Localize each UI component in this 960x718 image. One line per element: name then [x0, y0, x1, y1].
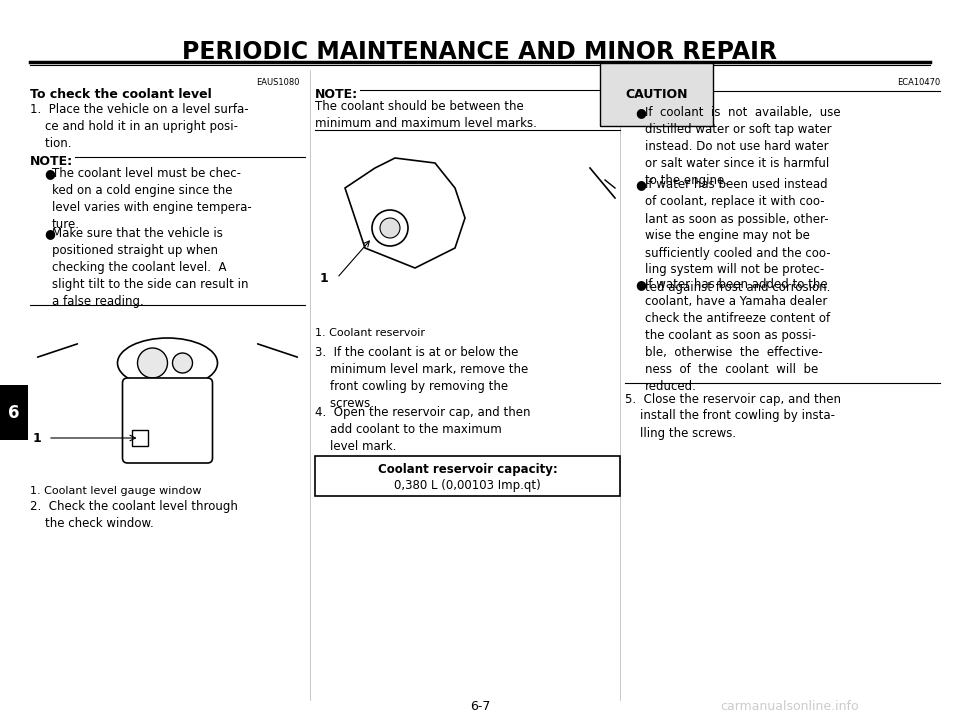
Text: 5.  Close the reservoir cap, and then
    install the front cowling by insta-
  : 5. Close the reservoir cap, and then ins…	[625, 393, 841, 439]
Text: 4.  Open the reservoir cap, and then
    add coolant to the maximum
    level ma: 4. Open the reservoir cap, and then add …	[315, 406, 531, 453]
Text: CAUTION: CAUTION	[625, 88, 687, 101]
Text: 1. Coolant level gauge window: 1. Coolant level gauge window	[30, 486, 202, 496]
Text: ●: ●	[635, 278, 646, 291]
Text: 1: 1	[320, 271, 328, 284]
Text: ●: ●	[44, 167, 55, 180]
Circle shape	[372, 210, 408, 246]
Circle shape	[380, 218, 400, 238]
FancyBboxPatch shape	[123, 378, 212, 463]
Text: 2.  Check the coolant level through
    the check window.: 2. Check the coolant level through the c…	[30, 500, 238, 530]
Text: 1. Coolant reservoir: 1. Coolant reservoir	[315, 328, 425, 338]
Text: ECA10470: ECA10470	[897, 78, 940, 87]
Text: 3.  If the coolant is at or below the
    minimum level mark, remove the
    fro: 3. If the coolant is at or below the min…	[315, 346, 528, 410]
Text: If water has been used instead
of coolant, replace it with coo-
lant as soon as : If water has been used instead of coolan…	[645, 179, 830, 294]
Text: 1: 1	[33, 432, 41, 444]
Text: ●: ●	[635, 106, 646, 119]
Text: To check the coolant level: To check the coolant level	[30, 88, 212, 101]
Text: NOTE:: NOTE:	[315, 88, 358, 101]
Text: 1.  Place the vehicle on a level surfa-
    ce and hold it in an upright posi-
 : 1. Place the vehicle on a level surfa- c…	[30, 103, 249, 150]
Text: The coolant should be between the
minimum and maximum level marks.: The coolant should be between the minimu…	[315, 100, 537, 130]
Text: PERIODIC MAINTENANCE AND MINOR REPAIR: PERIODIC MAINTENANCE AND MINOR REPAIR	[182, 40, 778, 64]
Ellipse shape	[117, 338, 218, 388]
Text: ●: ●	[44, 227, 55, 240]
Bar	[132, 430, 148, 446]
Text: EAUS1080: EAUS1080	[256, 78, 300, 87]
Bar	[0, 385, 28, 440]
Text: Make sure that the vehicle is
positioned straight up when
checking the coolant l: Make sure that the vehicle is positioned…	[52, 227, 249, 308]
Circle shape	[137, 348, 167, 378]
Text: The coolant level must be chec-
ked on a cold engine since the
level varies with: The coolant level must be chec- ked on a…	[52, 167, 252, 231]
Text: If water has been added to the
coolant, have a Yamaha dealer
check the antifreez: If water has been added to the coolant, …	[645, 278, 830, 393]
Circle shape	[173, 353, 193, 373]
Text: 0,380 L (0,00103 Imp.qt): 0,380 L (0,00103 Imp.qt)	[395, 480, 540, 493]
Text: ●: ●	[635, 179, 646, 192]
Polygon shape	[345, 158, 465, 268]
Text: 6-7: 6-7	[469, 700, 491, 713]
Bar	[315, 456, 620, 496]
Text: 6: 6	[9, 404, 20, 422]
Text: Coolant reservoir capacity:: Coolant reservoir capacity:	[377, 464, 558, 477]
Text: NOTE:: NOTE:	[30, 155, 73, 168]
Text: If  coolant  is  not  available,  use
distilled water or soft tap water
instead.: If coolant is not available, use distill…	[645, 106, 841, 187]
Text: carmanualsonline.info: carmanualsonline.info	[721, 700, 859, 713]
